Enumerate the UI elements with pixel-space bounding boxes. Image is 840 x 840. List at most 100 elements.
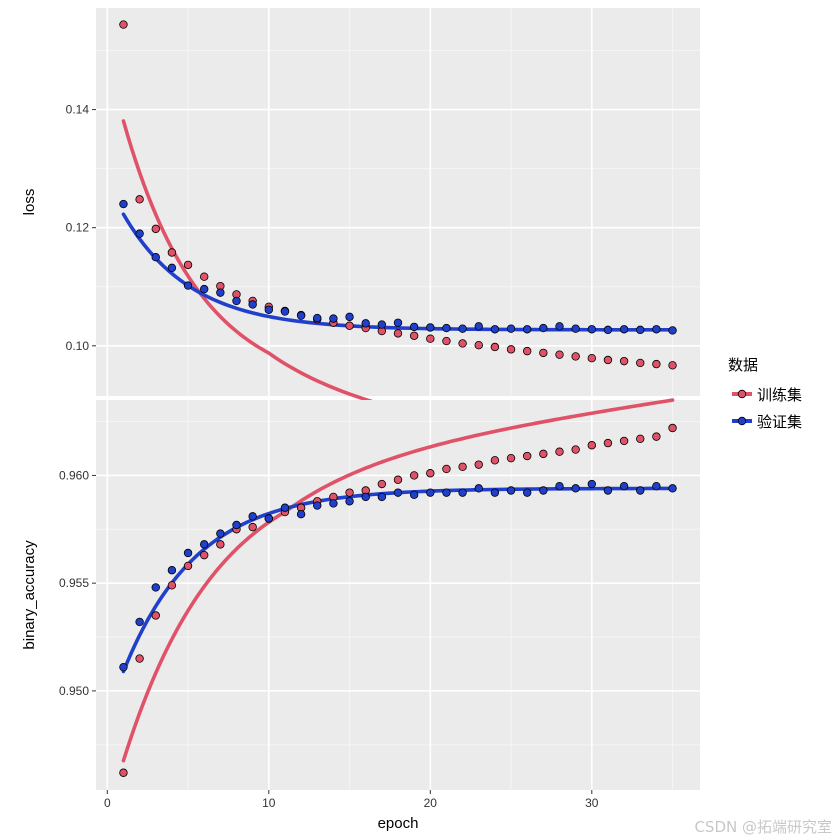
- point-train-accuracy: [393, 475, 403, 484]
- legend-item-val[interactable]: 验证集: [732, 413, 802, 431]
- y-tick-label-accuracy: 0.950: [59, 684, 89, 698]
- point-train-loss: [409, 331, 419, 340]
- point-val-accuracy: [216, 529, 225, 538]
- point-train-accuracy: [248, 522, 257, 532]
- point-train-loss: [345, 321, 354, 330]
- point-train-accuracy: [506, 453, 516, 463]
- point-val-loss: [183, 281, 193, 290]
- x-axis: epoch 0 10 20 30: [104, 790, 599, 832]
- point-val-loss: [571, 324, 580, 333]
- point-val-accuracy: [345, 497, 354, 506]
- point-val-accuracy: [619, 481, 629, 491]
- point-train-loss: [151, 224, 160, 234]
- point-val-loss: [216, 288, 225, 297]
- point-train-accuracy: [200, 550, 209, 560]
- point-train-accuracy: [135, 654, 144, 663]
- point-val-accuracy: [571, 484, 580, 493]
- point-val-loss: [151, 253, 160, 262]
- y-tick-label-loss: 0.12: [66, 221, 90, 235]
- legend-item-train[interactable]: 训练集: [732, 386, 802, 404]
- point-val-loss: [539, 323, 548, 333]
- point-train-accuracy: [522, 451, 532, 461]
- point-val-accuracy: [183, 548, 193, 558]
- point-val-accuracy: [668, 484, 677, 493]
- point-val-accuracy: [426, 488, 435, 497]
- x-tick-label: 30: [585, 796, 599, 810]
- point-val-loss: [248, 300, 257, 309]
- point-val-accuracy: [313, 501, 322, 510]
- point-val-accuracy: [167, 566, 177, 575]
- point-train-loss: [506, 345, 516, 354]
- point-val-accuracy: [200, 540, 209, 549]
- point-val-accuracy: [119, 662, 128, 672]
- y-tick-label-loss: 0.14: [66, 103, 90, 117]
- point-val-accuracy: [151, 583, 160, 592]
- point-train-loss: [619, 356, 629, 366]
- point-val-loss: [361, 319, 370, 328]
- point-train-loss: [490, 342, 500, 352]
- point-train-accuracy: [458, 462, 467, 471]
- point-val-loss: [200, 284, 209, 294]
- point-train-accuracy: [636, 434, 645, 443]
- point-val-loss: [345, 312, 354, 322]
- point-train-accuracy: [119, 768, 128, 777]
- smooth-line-train-accuracy: [121, 398, 675, 763]
- point-train-accuracy: [345, 488, 354, 497]
- point-train-accuracy: [151, 611, 160, 620]
- point-train-loss: [393, 329, 403, 338]
- point-val-loss: [555, 322, 564, 331]
- point-val-accuracy: [377, 492, 387, 502]
- point-val-accuracy: [506, 486, 516, 495]
- point-val-loss: [264, 305, 274, 314]
- point-val-accuracy: [555, 481, 564, 491]
- point-val-loss: [296, 311, 306, 320]
- point-train-accuracy: [474, 460, 483, 469]
- point-val-accuracy: [458, 488, 467, 497]
- point-train-accuracy: [442, 464, 451, 474]
- point-train-accuracy: [377, 479, 387, 489]
- point-val-loss: [409, 322, 419, 332]
- legend: 数据 训练集 验证集: [728, 356, 802, 431]
- point-val-loss: [619, 325, 629, 334]
- legend-title: 数据: [728, 356, 758, 374]
- point-train-loss: [636, 358, 645, 368]
- point-val-accuracy: [636, 486, 645, 495]
- point-val-accuracy: [280, 503, 290, 512]
- point-train-accuracy: [426, 469, 435, 478]
- point-val-loss: [458, 324, 467, 333]
- point-train-loss: [119, 20, 128, 29]
- point-val-loss: [603, 325, 613, 335]
- point-train-loss: [442, 336, 451, 346]
- legend-label-train: 训练集: [757, 386, 802, 404]
- y-tick-label-accuracy: 0.960: [59, 468, 89, 482]
- x-tick-label: 20: [424, 796, 438, 810]
- point-train-accuracy: [183, 561, 193, 571]
- point-train-loss: [135, 195, 144, 204]
- smooth-line-val-loss: [121, 212, 675, 332]
- point-train-loss: [571, 352, 580, 361]
- point-val-loss: [119, 199, 128, 209]
- legend-key-point-val: [737, 416, 747, 426]
- point-train-accuracy: [668, 423, 677, 433]
- panel-accuracy: 0.950 0.955 0.960 binary_accuracy: [21, 398, 700, 790]
- point-val-loss: [135, 229, 144, 238]
- point-val-loss: [377, 320, 387, 329]
- point-train-accuracy: [571, 445, 580, 454]
- point-train-accuracy: [652, 432, 661, 441]
- point-train-loss: [522, 346, 532, 356]
- point-val-loss: [506, 324, 516, 333]
- point-val-accuracy: [652, 481, 661, 491]
- y-axis-title-loss: loss: [21, 189, 38, 216]
- point-val-accuracy: [603, 486, 613, 495]
- point-val-accuracy: [409, 490, 419, 500]
- point-val-accuracy: [522, 488, 532, 497]
- facet-panels: 0.10 0.12 0.14 loss 0.950 0.955 0.960 binary_ac…: [21, 8, 700, 790]
- y-axis-title-accuracy: binary_accuracy: [21, 540, 38, 650]
- point-train-loss: [167, 248, 177, 257]
- point-train-accuracy: [603, 438, 613, 448]
- point-val-accuracy: [329, 499, 338, 508]
- point-val-accuracy: [393, 488, 403, 497]
- point-val-loss: [280, 307, 290, 316]
- point-train-loss: [652, 359, 661, 369]
